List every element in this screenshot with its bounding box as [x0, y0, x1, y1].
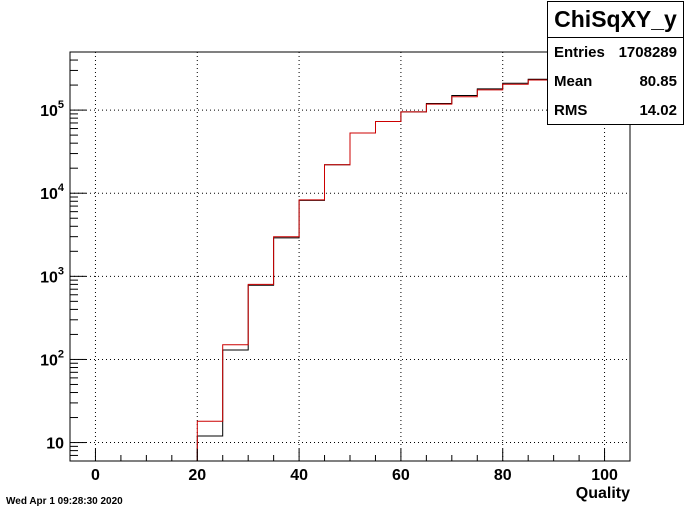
plot-frame	[69, 51, 631, 462]
stats-value: 14.02	[639, 102, 677, 119]
stats-row-rms: RMS 14.02	[548, 96, 683, 125]
y-tick-label: 10	[46, 436, 64, 453]
x-tick-label: 20	[188, 467, 206, 484]
y-tick-label: 104	[40, 182, 65, 203]
stats-label: Mean	[554, 73, 593, 90]
tick-labels: 0 20 40 60 80 100 10 102 103 104 105	[40, 99, 618, 484]
stats-box: ChiSqXY_y Entries 1708289 Mean 80.85 RMS…	[547, 1, 684, 125]
histogram-series	[70, 77, 630, 462]
stats-row-mean: Mean 80.85	[548, 67, 683, 96]
stats-label: Entries	[554, 44, 605, 61]
x-tick-label: 40	[290, 467, 308, 484]
axis-ticks	[70, 59, 631, 461]
stats-value: 80.85	[639, 73, 677, 90]
grid-lines	[70, 52, 630, 461]
y-tick-label: 105	[40, 99, 64, 120]
footer-timestamp: Wed Apr 1 09:28:30 2020	[6, 496, 123, 507]
stats-value: 1708289	[618, 44, 677, 61]
y-tick-label: 103	[40, 265, 64, 286]
stats-label: RMS	[554, 102, 588, 119]
x-tick-label: 0	[91, 467, 100, 484]
stats-title: ChiSqXY_y	[548, 2, 683, 38]
y-tick-label: 102	[40, 348, 64, 369]
stats-row-entries: Entries 1708289	[548, 38, 683, 67]
histogram-series-1	[70, 78, 630, 462]
x-tick-label: 60	[392, 467, 410, 484]
x-axis-label: Quality	[575, 485, 630, 502]
x-tick-label: 100	[591, 467, 618, 484]
x-tick-label: 80	[494, 467, 512, 484]
